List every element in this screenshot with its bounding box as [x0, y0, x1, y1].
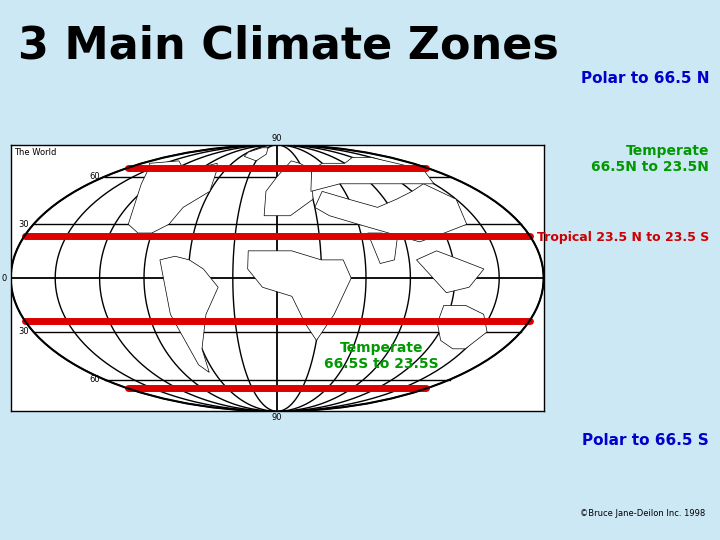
Text: 60: 60	[90, 375, 100, 384]
Polygon shape	[160, 256, 218, 373]
Text: Polar to 66.5 N: Polar to 66.5 N	[581, 71, 709, 86]
Polygon shape	[248, 251, 351, 340]
Text: 3 Main Climate Zones: 3 Main Climate Zones	[17, 24, 559, 68]
Text: 66.5N to 23.5N: 66.5N to 23.5N	[591, 160, 709, 174]
Text: 30: 30	[19, 220, 29, 229]
Polygon shape	[416, 251, 484, 293]
Text: 90: 90	[272, 413, 282, 422]
Ellipse shape	[11, 145, 544, 411]
Polygon shape	[315, 184, 467, 242]
Text: 90: 90	[272, 134, 282, 144]
Text: 66.5S to 23.5S: 66.5S to 23.5S	[324, 357, 439, 372]
Polygon shape	[264, 161, 313, 216]
Text: The World: The World	[14, 148, 56, 157]
Text: 0: 0	[1, 274, 6, 282]
Text: 30: 30	[19, 327, 29, 336]
Text: ©Bruce Jane-Deilon Inc. 1998: ©Bruce Jane-Deilon Inc. 1998	[580, 509, 706, 518]
Polygon shape	[244, 148, 268, 161]
Polygon shape	[368, 233, 397, 264]
Text: Temperate: Temperate	[626, 144, 709, 158]
Polygon shape	[437, 305, 487, 349]
Text: Polar to 66.5 S: Polar to 66.5 S	[582, 433, 709, 448]
Polygon shape	[128, 161, 217, 233]
Text: Tropical 23.5 N to 23.5 S: Tropical 23.5 N to 23.5 S	[537, 231, 709, 244]
Polygon shape	[311, 158, 434, 191]
Text: 60: 60	[90, 172, 100, 181]
Text: Temperate: Temperate	[340, 341, 423, 355]
